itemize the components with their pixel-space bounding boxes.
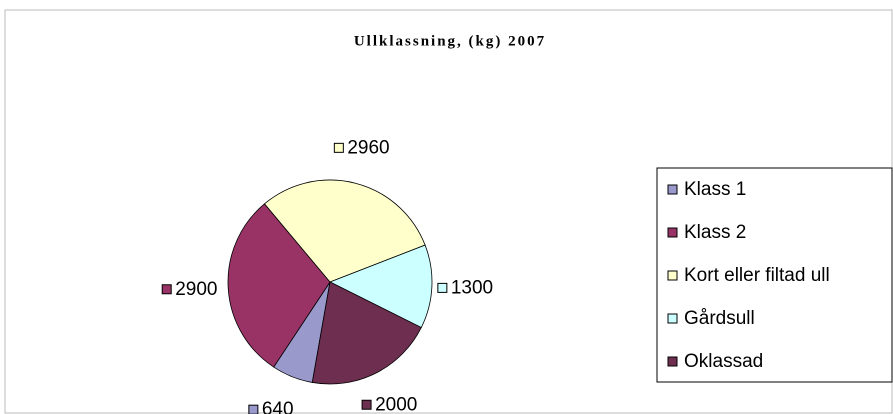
data-label-marker [361,399,372,410]
chart-title: Ullklassning, (kg) 2007 [354,33,546,49]
data-label: 1300 [451,277,493,298]
data-label-marker [248,404,259,414]
legend-box [656,167,893,383]
data-label: 2000 [375,394,417,414]
legend-marker [667,227,678,238]
data-label-marker [437,282,448,293]
data-label-marker [161,284,172,295]
data-label: 2900 [175,279,217,300]
pie-slice [227,203,331,368]
legend-marker [667,270,678,281]
legend-label: Klass 1 [684,179,746,200]
pie-slice [263,179,426,283]
legend-marker [667,184,678,195]
legend-label: Gårdsull [684,308,755,329]
pie-slice [311,281,422,385]
data-label: 640 [262,399,294,414]
legend-label: Oklassad [684,351,763,372]
data-label: 2960 [347,137,389,158]
legend-label: Kort eller filtad ull [684,265,830,286]
data-label-marker [333,142,344,153]
legend-label: Klass 2 [684,222,746,243]
pie-slice [329,244,433,329]
legend-marker [667,356,678,367]
legend-marker [667,313,678,324]
